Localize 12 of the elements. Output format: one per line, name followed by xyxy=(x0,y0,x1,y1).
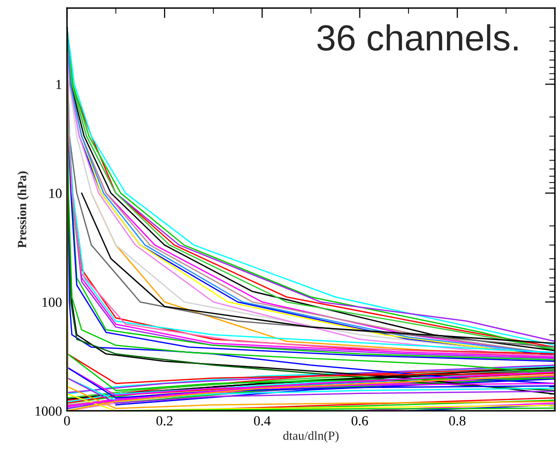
y-tick-label: 100 xyxy=(42,298,62,307)
x-tick-label: 0.2 xyxy=(156,416,172,426)
x-axis-title: dtau/dln(P) xyxy=(283,431,339,442)
x-tick-label: 0.6 xyxy=(352,416,368,426)
annotation: 36 channels. xyxy=(317,24,518,51)
y-tick-label: 1 xyxy=(56,80,62,90)
x-tick-label: 0 xyxy=(64,416,70,426)
y-axis-title: Pression (hPa) xyxy=(17,171,29,248)
x-tick-label: 0.4 xyxy=(254,416,271,426)
y-tick-label: 1000 xyxy=(36,406,62,416)
y-tick-label: 10 xyxy=(49,188,62,198)
x-tick-label: 0.8 xyxy=(449,416,466,426)
